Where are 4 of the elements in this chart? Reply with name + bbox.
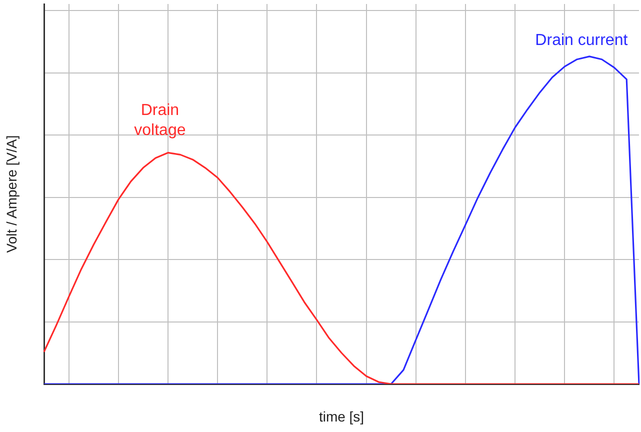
y-axis-title: Volt / Ampere [V/A] (3, 135, 20, 253)
x-axis-title: time [s] (318, 408, 364, 424)
series-label: Drain voltage (134, 102, 186, 140)
series-label: Drain current (535, 32, 628, 49)
